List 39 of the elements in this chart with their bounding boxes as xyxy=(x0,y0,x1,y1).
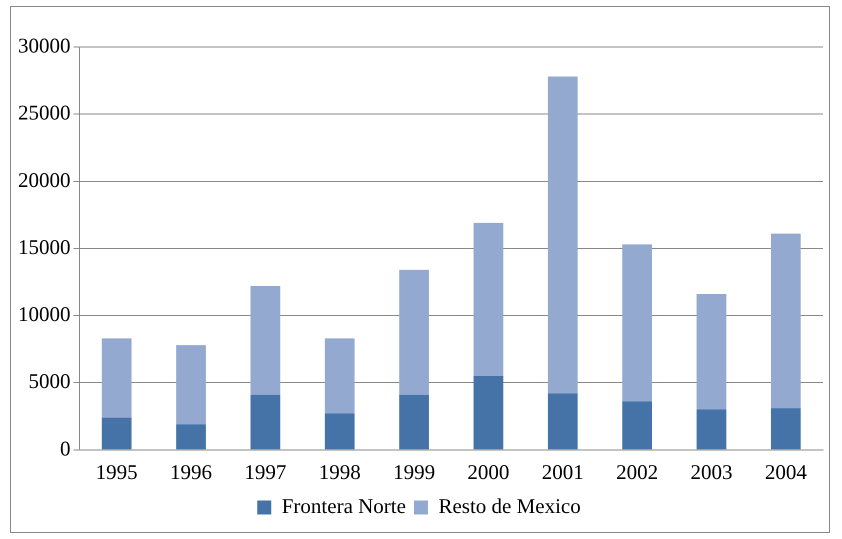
legend-label: Resto de Mexico xyxy=(438,494,581,518)
bar xyxy=(548,393,578,450)
y-tick-label: 20000 xyxy=(18,168,70,192)
y-tick-label: 10000 xyxy=(18,302,70,326)
bar xyxy=(770,234,801,408)
x-tick-label: 2004 xyxy=(764,460,808,484)
x-tick-label: 1995 xyxy=(96,460,138,484)
bar xyxy=(102,418,132,450)
y-tick-label: 0 xyxy=(60,436,70,460)
y-tick-label: 5000 xyxy=(28,369,70,394)
x-tick-label: 2000 xyxy=(467,460,510,484)
x-tick-label: 1998 xyxy=(318,460,361,484)
bar xyxy=(399,394,429,450)
bar xyxy=(696,410,726,450)
bar xyxy=(622,244,652,402)
x-tick-label: 2001 xyxy=(542,460,584,484)
y-tick-label: 30000 xyxy=(18,34,70,58)
bar xyxy=(324,338,355,414)
bar xyxy=(250,394,280,450)
y-tick-label: 15000 xyxy=(18,234,70,259)
bar xyxy=(474,376,504,450)
bar xyxy=(176,424,206,450)
bar xyxy=(399,270,429,395)
bar xyxy=(176,345,206,424)
bar xyxy=(324,414,355,450)
x-tick-label: 2003 xyxy=(690,460,732,484)
bar xyxy=(474,222,504,376)
x-tick-label: 1999 xyxy=(393,460,436,484)
bar xyxy=(548,76,578,394)
x-tick-label: 1997 xyxy=(244,460,286,484)
bar xyxy=(696,294,726,410)
x-tick-label: 1996 xyxy=(170,460,212,484)
y-tick-label: 25000 xyxy=(18,100,70,125)
bar xyxy=(102,338,132,418)
bar xyxy=(250,286,280,395)
x-tick-label: 2002 xyxy=(616,460,658,484)
legend-label: Frontera Norte xyxy=(282,494,406,518)
bar xyxy=(622,401,652,450)
bar xyxy=(770,408,801,450)
